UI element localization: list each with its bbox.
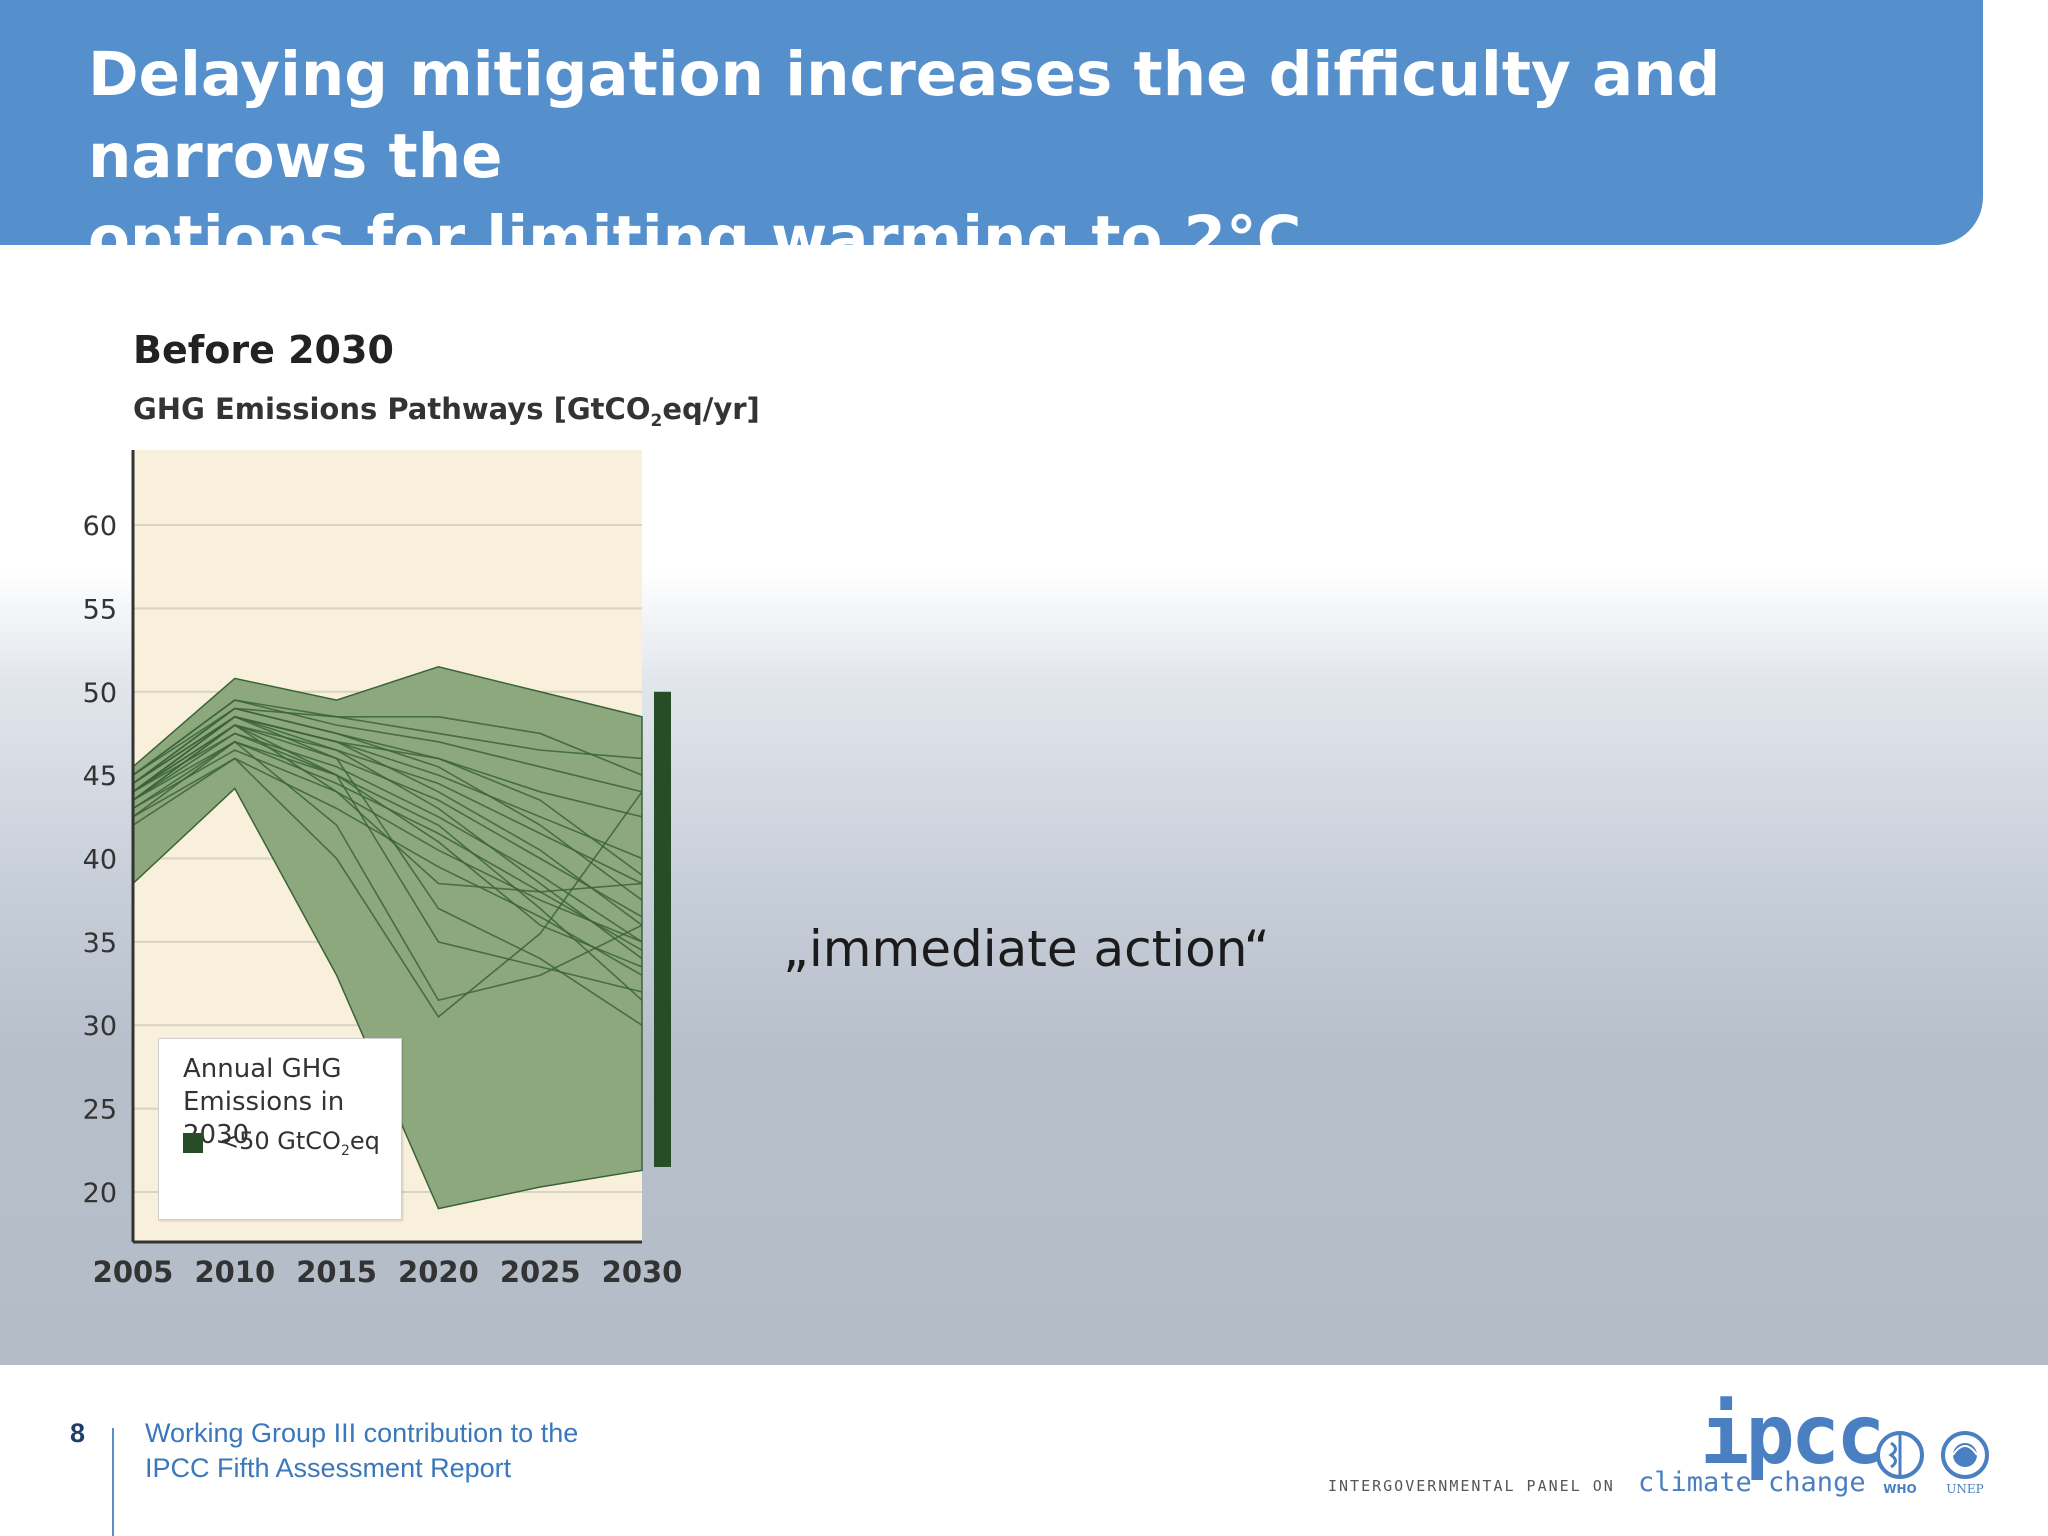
chart-subtitle-tail: eq/yr]: [662, 392, 760, 426]
unep-label: UNEP: [1946, 1482, 1983, 1496]
footer-divider: [112, 1428, 114, 1536]
y-tick-label: 35: [83, 928, 117, 959]
pathway-line-19: [132, 732, 643, 1001]
chart-title: Before 2030: [133, 328, 394, 372]
pathway-line-18: [132, 707, 643, 901]
pathway-line-2: [132, 707, 643, 776]
range-bar-2030: [654, 691, 671, 1167]
footer-text: Working Group III contribution to the IP…: [145, 1418, 579, 1483]
pathway-line-20: [132, 724, 643, 960]
x-tick-label: 2005: [93, 1255, 174, 1289]
y-tick-label: 60: [83, 511, 117, 542]
who-label: WHO: [1883, 1482, 1916, 1496]
pathway-line-11: [132, 724, 643, 993]
page-number: 8: [70, 1418, 86, 1448]
pathway-line-21: [132, 740, 643, 968]
ipcc-logo: ipcc INTERGOVERNMENTAL PANEL ON climate …: [1328, 1388, 1989, 1498]
y-tick-label: 40: [83, 845, 117, 876]
title-banner: Delaying mitigation increases the diffic…: [0, 0, 1983, 274]
unep-emblem-icon: [1941, 1431, 1989, 1479]
slide-title: Delaying mitigation increases the diffic…: [88, 39, 1721, 274]
legend-entry-main: <50 GtCO: [219, 1127, 341, 1155]
pathway-line-9: [132, 749, 643, 943]
legend-title: Annual GHG Emissions in 2030: [183, 1054, 345, 1150]
legend-swatch: [183, 1133, 203, 1153]
x-tick-label: 2030: [602, 1255, 683, 1289]
y-tick-label: 45: [83, 761, 117, 792]
y-tick-label: 30: [83, 1011, 117, 1042]
legend-entry-tail: eq: [349, 1127, 380, 1155]
ipcc-logo-wordmark: ipcc: [1700, 1388, 1881, 1483]
immediate-action-annotation: „immediate action“: [783, 920, 1270, 978]
ipcc-logo-tagline-small: INTERGOVERNMENTAL PANEL ON: [1328, 1477, 1615, 1495]
x-tick-label: 2015: [296, 1255, 377, 1289]
pathway-line-12: [132, 740, 643, 1002]
who-emblem-icon: [1876, 1431, 1924, 1479]
y-tick-label: 25: [83, 1095, 117, 1126]
x-tick-label: 2025: [500, 1255, 581, 1289]
ipcc-logo-tagline-large: climate change: [1638, 1467, 1866, 1498]
legend-entry: <50 GtCO2eq: [219, 1127, 380, 1159]
x-tick-label: 2020: [398, 1255, 479, 1289]
chart-subtitle-main: GHG Emissions Pathways [GtCO: [133, 392, 651, 426]
chart-subtitle-sub: 2: [650, 410, 663, 431]
pathway-line-7: [132, 732, 643, 943]
y-tick-label: 20: [83, 1178, 117, 1209]
pathway-line-22: [132, 715, 643, 926]
chart-legend: Annual GHG Emissions in 2030 <50 GtCO2eq: [158, 1038, 402, 1220]
pathway-line-16: [132, 699, 643, 776]
x-tick-label: 2010: [194, 1255, 275, 1289]
pathway-line-13: [132, 757, 643, 1019]
y-tick-label: 50: [83, 678, 117, 709]
chart-subtitle: GHG Emissions Pathways [GtCO2eq/yr]: [133, 392, 760, 431]
y-tick-label: 55: [83, 594, 117, 625]
legend-entry-sub: 2: [340, 1142, 350, 1159]
